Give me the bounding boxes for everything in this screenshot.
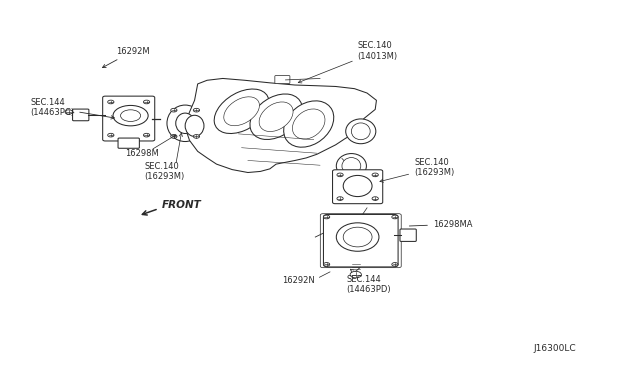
Circle shape <box>372 197 378 201</box>
Circle shape <box>323 215 330 219</box>
Circle shape <box>120 110 141 122</box>
Circle shape <box>143 100 150 104</box>
Text: FRONT: FRONT <box>162 200 202 210</box>
Ellipse shape <box>167 105 204 141</box>
Ellipse shape <box>224 97 259 126</box>
Circle shape <box>337 173 343 177</box>
Ellipse shape <box>336 154 367 178</box>
Circle shape <box>372 173 378 177</box>
Ellipse shape <box>284 101 333 147</box>
Circle shape <box>113 105 148 126</box>
Text: 16298MA: 16298MA <box>410 220 472 229</box>
Circle shape <box>323 263 330 266</box>
Circle shape <box>392 263 398 266</box>
Text: SEC.140
(14013M): SEC.140 (14013M) <box>298 41 397 83</box>
Circle shape <box>108 100 114 104</box>
Text: J16300LC: J16300LC <box>533 344 576 353</box>
Ellipse shape <box>214 89 269 134</box>
Ellipse shape <box>346 119 376 144</box>
Circle shape <box>65 110 72 114</box>
Circle shape <box>171 135 177 138</box>
Circle shape <box>171 108 177 112</box>
FancyBboxPatch shape <box>102 96 155 141</box>
Circle shape <box>193 135 200 138</box>
Circle shape <box>350 271 362 278</box>
Text: SEC.144
(14463PD): SEC.144 (14463PD) <box>346 269 391 294</box>
Ellipse shape <box>342 158 361 174</box>
FancyBboxPatch shape <box>333 170 383 204</box>
FancyBboxPatch shape <box>118 138 140 148</box>
Ellipse shape <box>351 123 370 140</box>
Circle shape <box>337 197 343 201</box>
Ellipse shape <box>336 223 379 251</box>
Circle shape <box>108 133 114 137</box>
Ellipse shape <box>176 113 195 134</box>
Text: 16292N: 16292N <box>282 276 315 285</box>
Text: SEC.140
(16293M): SEC.140 (16293M) <box>145 162 184 181</box>
Polygon shape <box>185 78 376 173</box>
Text: 16292M: 16292M <box>102 46 150 68</box>
Ellipse shape <box>259 102 293 132</box>
FancyBboxPatch shape <box>400 229 416 241</box>
FancyBboxPatch shape <box>275 76 290 84</box>
Ellipse shape <box>343 227 372 247</box>
Text: SEC.144
(14463PC): SEC.144 (14463PC) <box>30 98 115 119</box>
Ellipse shape <box>185 115 204 137</box>
FancyBboxPatch shape <box>72 109 89 121</box>
Ellipse shape <box>343 176 372 196</box>
Circle shape <box>392 215 398 219</box>
Ellipse shape <box>250 94 302 140</box>
Text: SEC.140
(16293M): SEC.140 (16293M) <box>380 158 454 182</box>
Text: 16298M: 16298M <box>125 149 159 158</box>
Circle shape <box>143 133 150 137</box>
Ellipse shape <box>292 109 325 139</box>
Circle shape <box>193 108 200 112</box>
FancyBboxPatch shape <box>323 214 398 267</box>
